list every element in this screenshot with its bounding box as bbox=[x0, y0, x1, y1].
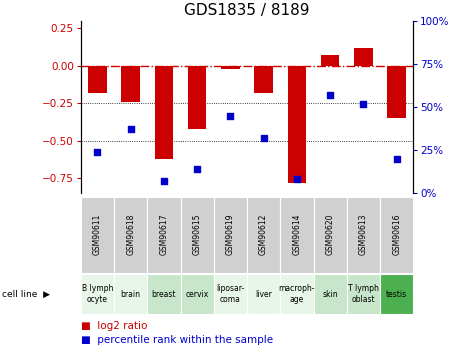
Bar bbox=[221, 66, 239, 69]
Point bbox=[227, 113, 234, 118]
Bar bbox=[88, 66, 106, 93]
Point bbox=[193, 166, 201, 172]
Bar bbox=[354, 48, 372, 66]
Text: GSM90614: GSM90614 bbox=[293, 214, 301, 255]
Text: breast: breast bbox=[152, 289, 176, 299]
Bar bbox=[347, 197, 380, 273]
Bar bbox=[155, 66, 173, 159]
Bar bbox=[388, 66, 406, 118]
Text: GSM90620: GSM90620 bbox=[326, 214, 334, 255]
Point bbox=[393, 156, 400, 161]
Text: T lymph
oblast: T lymph oblast bbox=[348, 284, 379, 304]
Point bbox=[360, 101, 367, 106]
Text: cervix: cervix bbox=[186, 289, 209, 299]
Text: GSM90611: GSM90611 bbox=[93, 214, 102, 255]
Bar bbox=[247, 274, 280, 314]
Bar bbox=[380, 197, 413, 273]
Bar bbox=[314, 274, 347, 314]
Bar bbox=[180, 274, 214, 314]
Point bbox=[293, 177, 301, 182]
Text: ■  percentile rank within the sample: ■ percentile rank within the sample bbox=[81, 335, 273, 345]
Bar bbox=[347, 274, 380, 314]
Bar bbox=[380, 274, 413, 314]
Bar bbox=[188, 66, 206, 129]
Point bbox=[127, 127, 134, 132]
Text: brain: brain bbox=[121, 289, 141, 299]
Bar bbox=[214, 197, 247, 273]
Text: GSM90616: GSM90616 bbox=[392, 214, 401, 255]
Bar bbox=[147, 274, 180, 314]
Point bbox=[326, 92, 334, 98]
Text: skin: skin bbox=[323, 289, 338, 299]
Title: GDS1835 / 8189: GDS1835 / 8189 bbox=[184, 3, 310, 18]
Bar bbox=[247, 197, 280, 273]
Text: GSM90615: GSM90615 bbox=[193, 214, 201, 255]
Point bbox=[160, 178, 168, 184]
Text: macroph-
age: macroph- age bbox=[279, 284, 315, 304]
Bar bbox=[314, 197, 347, 273]
Bar bbox=[122, 66, 140, 102]
Bar bbox=[114, 274, 147, 314]
Bar bbox=[147, 197, 180, 273]
Bar bbox=[280, 197, 314, 273]
Text: GSM90617: GSM90617 bbox=[160, 214, 168, 255]
Text: ■  log2 ratio: ■ log2 ratio bbox=[81, 321, 147, 331]
Text: GSM90612: GSM90612 bbox=[259, 214, 268, 255]
Bar bbox=[321, 55, 339, 66]
Point bbox=[260, 135, 267, 141]
Bar bbox=[255, 66, 273, 93]
Bar bbox=[81, 274, 114, 314]
Text: GSM90619: GSM90619 bbox=[226, 214, 235, 255]
Bar bbox=[180, 197, 214, 273]
Bar bbox=[214, 274, 247, 314]
Text: GSM90618: GSM90618 bbox=[126, 214, 135, 255]
Bar bbox=[114, 197, 147, 273]
Text: cell line  ▶: cell line ▶ bbox=[2, 289, 50, 299]
Bar bbox=[288, 66, 306, 183]
Bar bbox=[81, 197, 114, 273]
Point bbox=[94, 149, 101, 155]
Text: liver: liver bbox=[255, 289, 272, 299]
Text: testis: testis bbox=[386, 289, 407, 299]
Text: GSM90613: GSM90613 bbox=[359, 214, 368, 255]
Text: liposar-
coma: liposar- coma bbox=[216, 284, 245, 304]
Bar bbox=[280, 274, 314, 314]
Text: B lymph
ocyte: B lymph ocyte bbox=[82, 284, 113, 304]
